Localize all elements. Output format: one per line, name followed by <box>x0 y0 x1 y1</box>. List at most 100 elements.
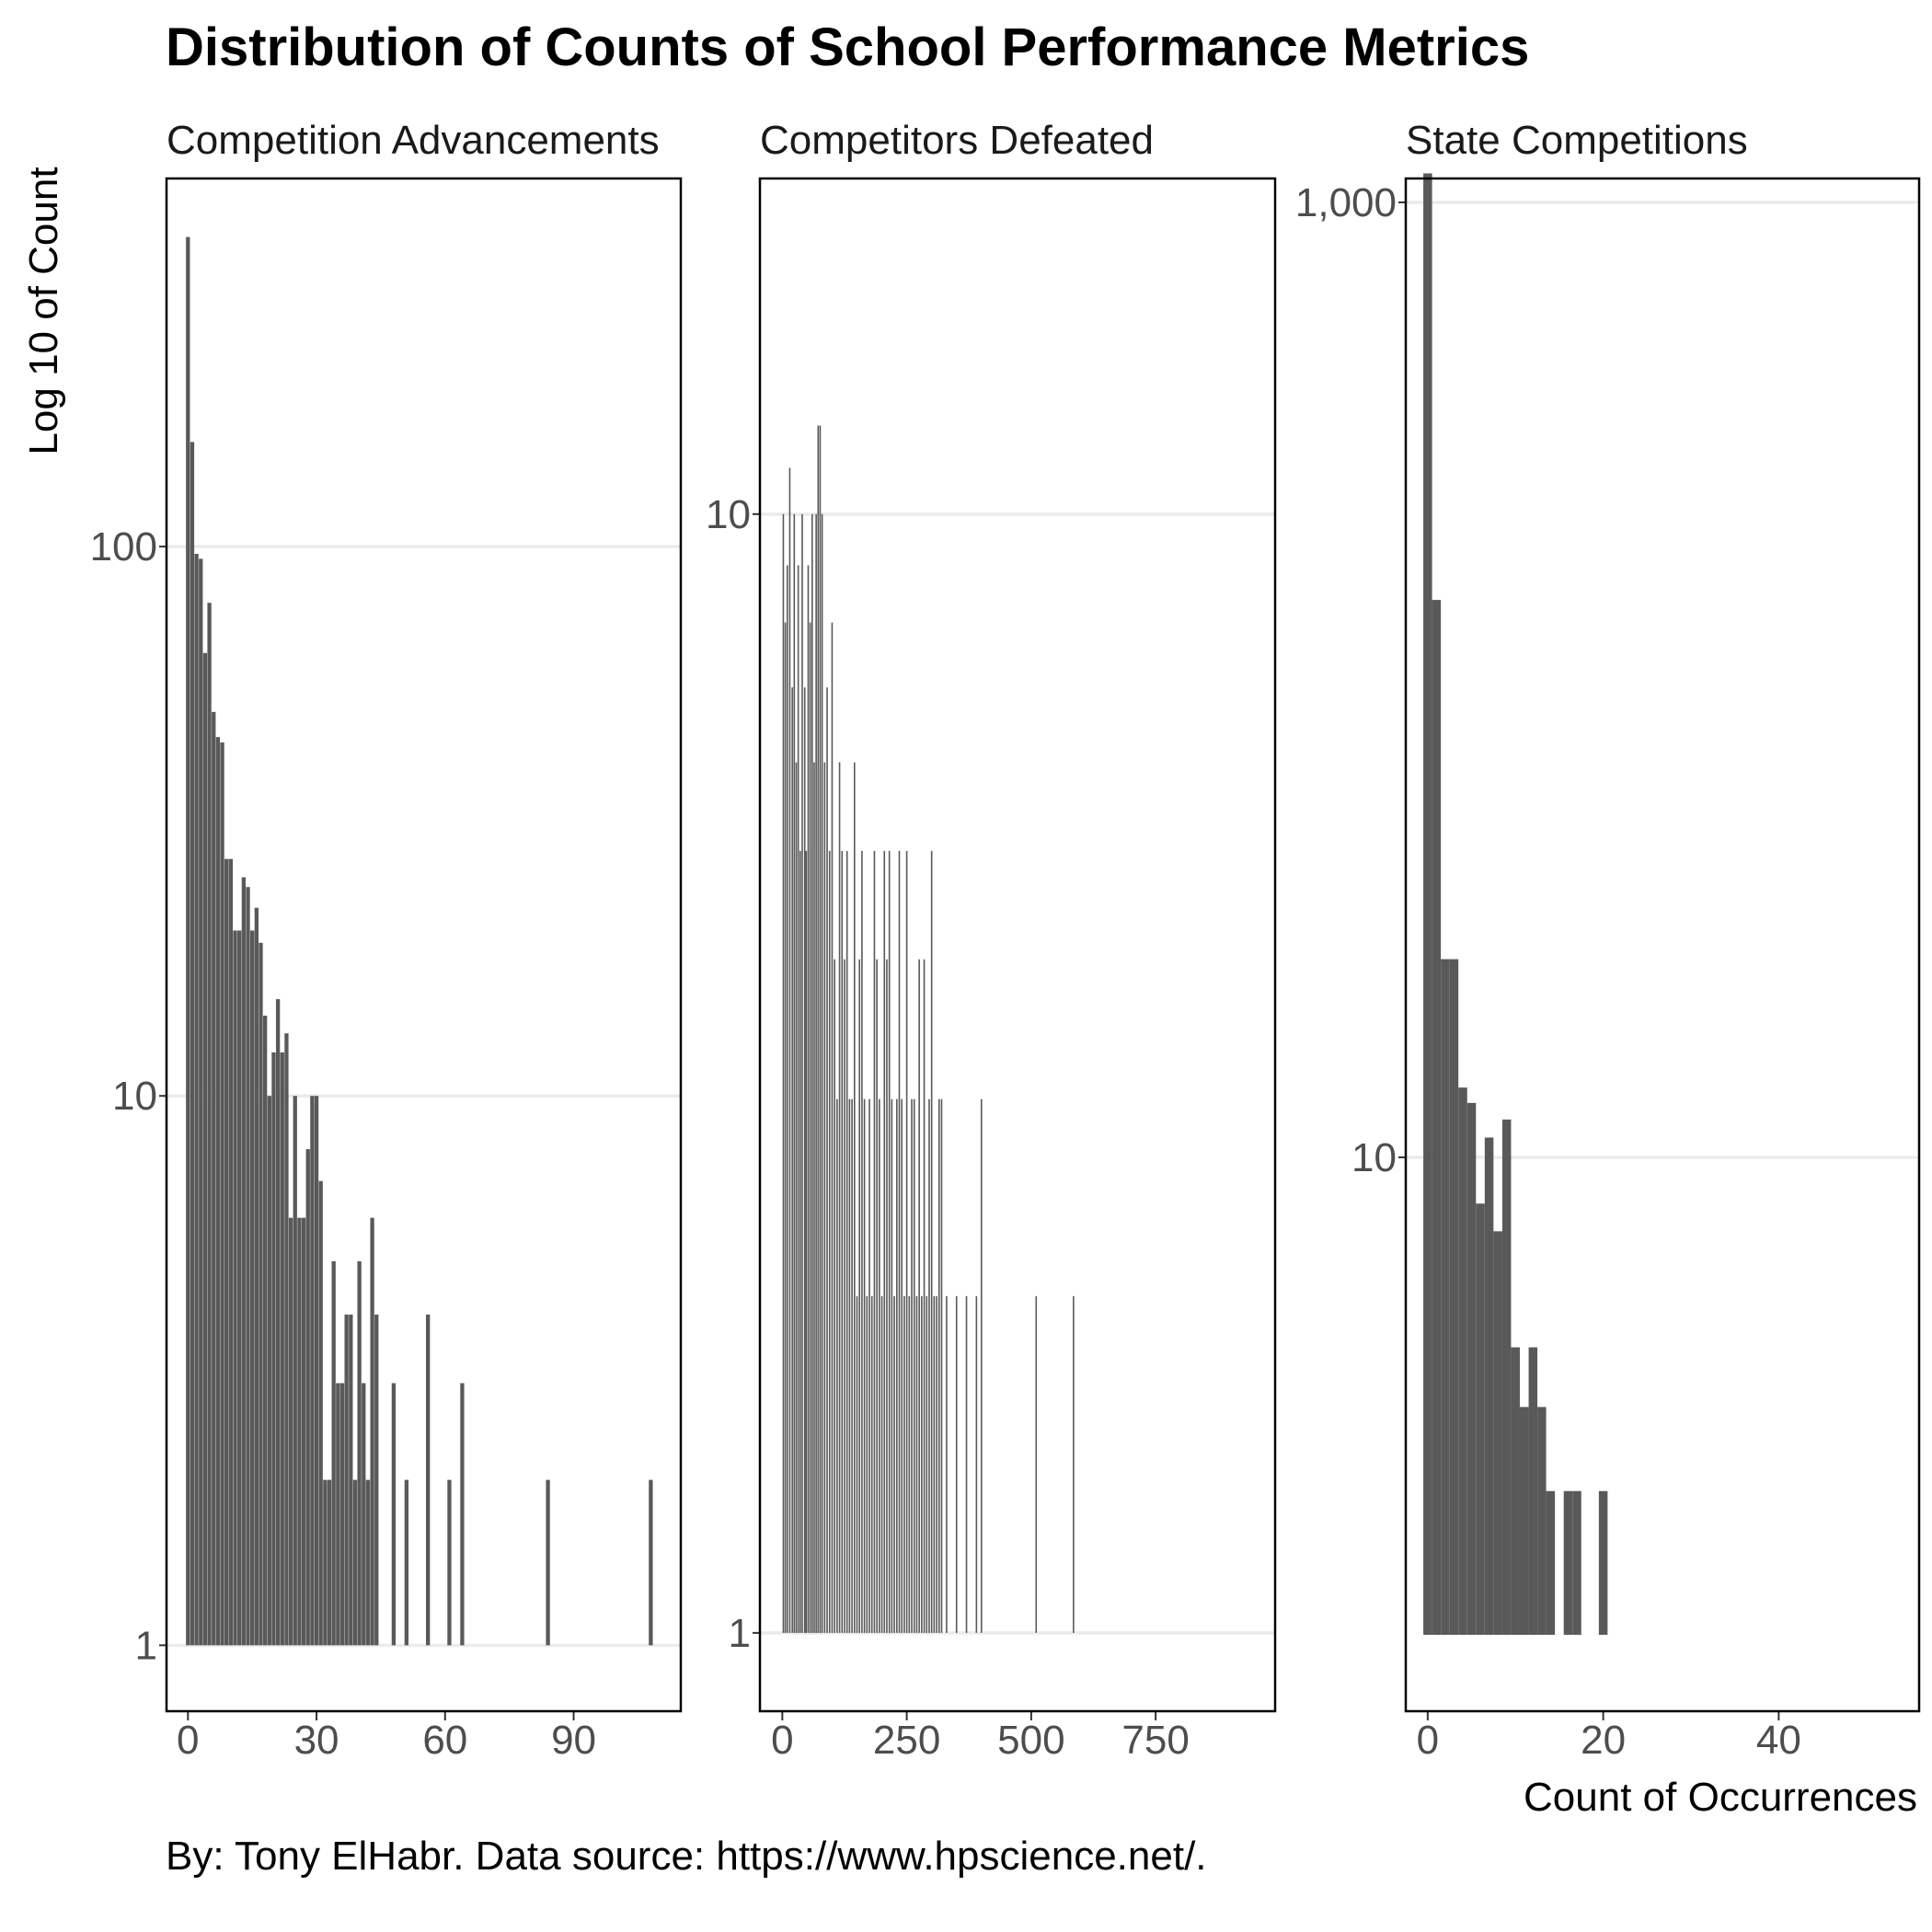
y-tick-label: 1,000 <box>1295 180 1397 225</box>
bar <box>344 1314 349 1646</box>
bar <box>817 425 820 1633</box>
bar <box>805 850 808 1633</box>
bar <box>940 1098 943 1633</box>
y-axis-title: Log 10 of Count <box>21 167 66 454</box>
bar <box>815 513 817 1633</box>
bar <box>280 1052 284 1646</box>
bar <box>357 1260 362 1646</box>
y-tick-label: 10 <box>706 492 751 537</box>
bar <box>426 1314 431 1646</box>
bar <box>795 762 798 1633</box>
bar <box>1073 1295 1075 1633</box>
bar <box>310 1096 315 1646</box>
facet-title-competition-advancements: Competition Advancements <box>167 118 660 163</box>
bar <box>1476 1203 1485 1635</box>
bar <box>905 850 908 1633</box>
bar <box>1449 959 1459 1635</box>
bar <box>370 1217 374 1646</box>
bar <box>975 1295 978 1633</box>
bar <box>336 1383 340 1646</box>
bar <box>301 1217 306 1646</box>
bar <box>913 1098 915 1633</box>
x-tick-label: 0 <box>771 1718 793 1763</box>
bar <box>352 1479 358 1646</box>
bar <box>868 1098 870 1633</box>
panel-competition-advancements: Competition Advancements 1 10 100 0 30 60 90 <box>90 118 683 1763</box>
bar <box>246 887 250 1646</box>
bar <box>828 850 831 1633</box>
bar <box>207 603 212 1646</box>
bar <box>844 959 845 1633</box>
bar <box>1423 173 1432 1635</box>
bar <box>284 1033 289 1646</box>
bar <box>250 930 255 1646</box>
bar <box>903 1295 905 1633</box>
bar <box>314 1096 319 1646</box>
bar <box>811 513 813 1633</box>
bar <box>275 999 281 1646</box>
bar <box>202 652 208 1646</box>
bar <box>895 1098 898 1633</box>
bar <box>965 1295 968 1633</box>
bar <box>374 1314 379 1646</box>
bar <box>803 687 806 1633</box>
bar <box>856 1295 858 1633</box>
bar <box>799 850 801 1633</box>
bar <box>788 467 791 1633</box>
bar <box>893 1295 895 1633</box>
chart-caption: By: Tony ElHabr. Data source: https://ww… <box>166 1834 1207 1879</box>
bar <box>1520 1407 1529 1635</box>
x-tick-label: 500 <box>997 1718 1064 1763</box>
bar <box>1432 600 1442 1635</box>
bar <box>870 1295 873 1633</box>
bar <box>921 1295 923 1633</box>
x-tick-label: 0 <box>1417 1718 1439 1763</box>
panel-border <box>1404 177 1921 1713</box>
bar <box>918 959 920 1633</box>
bar <box>863 1098 866 1633</box>
panel-state-competitions: State Competitions 10 1,000 0 20 40 <box>1295 118 1921 1763</box>
bar <box>880 1295 883 1633</box>
bar <box>391 1383 397 1646</box>
x-tick-label: 60 <box>422 1718 467 1763</box>
bar <box>879 1098 880 1633</box>
bar <box>262 1015 268 1646</box>
bar <box>933 1295 936 1633</box>
bar <box>786 565 788 1633</box>
y-tick-label: 1 <box>135 1623 157 1668</box>
bar <box>807 565 810 1633</box>
bar <box>926 1295 928 1633</box>
bar <box>288 1217 293 1646</box>
bar <box>937 1098 940 1633</box>
bar <box>190 442 195 1646</box>
bar <box>834 959 835 1633</box>
bar <box>199 558 203 1646</box>
bar <box>821 513 823 1633</box>
x-axis-title: Count of Occurrences <box>1524 1775 1917 1820</box>
bar <box>1441 959 1450 1635</box>
panel-border <box>758 177 1277 1713</box>
bar <box>460 1383 465 1646</box>
x-tick-label: 250 <box>873 1718 940 1763</box>
bar <box>1537 1407 1547 1635</box>
bar <box>831 622 834 1633</box>
panel-border <box>165 177 683 1713</box>
bar <box>212 711 216 1646</box>
facet-title-state-competitions: State Competitions <box>1406 118 1748 163</box>
bar <box>854 762 856 1633</box>
bar <box>915 1295 918 1633</box>
bar <box>836 1098 838 1633</box>
x-tick-label: 20 <box>1581 1718 1626 1763</box>
bar <box>224 858 229 1646</box>
bar <box>841 850 844 1633</box>
bar <box>908 1295 911 1633</box>
bar <box>886 959 888 1633</box>
bar <box>911 1098 913 1633</box>
bar <box>901 1098 903 1633</box>
bar <box>339 1383 345 1646</box>
bar <box>858 959 861 1633</box>
bar <box>797 565 799 1633</box>
bar <box>267 1096 271 1646</box>
